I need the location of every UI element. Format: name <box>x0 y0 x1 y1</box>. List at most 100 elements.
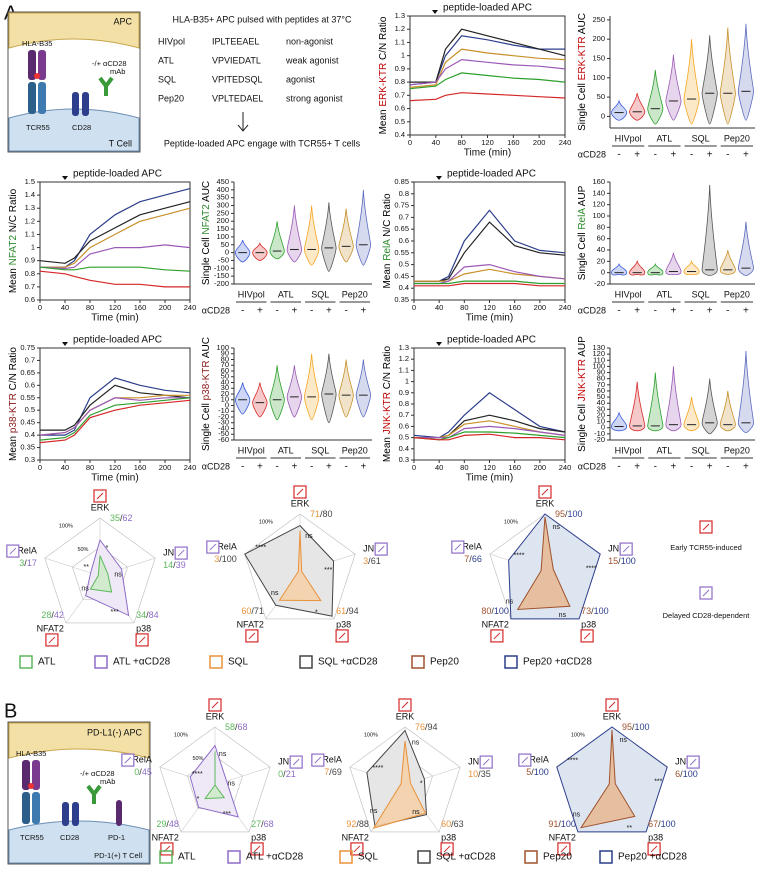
sign-label: - <box>654 306 657 317</box>
icon-glyph <box>702 589 710 597</box>
x-tick-label: 200 <box>534 303 547 312</box>
y-axis-title-part: C/N Ratio <box>8 347 19 394</box>
cell-label: PD-L1(-) APC <box>87 727 143 737</box>
x-axis-title: Time (min) <box>91 313 138 324</box>
icon-glyph <box>96 492 104 500</box>
sign-label: + <box>707 462 713 473</box>
icon-glyph <box>353 845 361 853</box>
y-tick-label: 0.8 <box>395 77 405 86</box>
y-axis-title-part: p38-KTR <box>8 393 19 433</box>
y-axis-title-part: Single Cell <box>577 80 588 131</box>
violin <box>701 35 718 125</box>
y-tick-label: 0.6 <box>399 236 409 245</box>
fraction-label-part: / <box>618 556 621 566</box>
group-label: Pep20 <box>724 445 750 455</box>
fraction-label-part: 100 <box>661 819 676 829</box>
y-tick-label: 1.2 <box>399 354 409 363</box>
axis-label: JNK <box>608 543 625 553</box>
y-tick-label: 80 <box>597 222 605 231</box>
fraction-label: 95/100 <box>622 722 650 732</box>
inner-polygon <box>579 729 636 829</box>
sign-label: - <box>690 306 693 317</box>
fraction-label-part: / <box>451 819 454 829</box>
fraction-label-part: 100 <box>594 606 609 616</box>
group-label: SQL <box>311 289 329 299</box>
sign-label: - <box>654 462 657 473</box>
antibody <box>86 784 102 804</box>
violin <box>234 239 251 263</box>
ring-label: 100% <box>174 733 188 739</box>
y-tick-label: -30 <box>218 418 229 427</box>
tcr <box>32 792 40 824</box>
y-tick-label: 120 <box>592 200 605 209</box>
significance: ns <box>412 809 420 816</box>
x-tick-label: 200 <box>159 303 172 312</box>
fraction-label-part: 7 <box>324 767 329 777</box>
significance: **** <box>586 566 597 573</box>
y-axis-title: Mean ERK-KTR C/N Ratio <box>378 16 389 134</box>
legend-label: SQL <box>228 657 248 668</box>
group-label: Pep20 <box>724 133 750 143</box>
y-tick-label: 250 <box>592 15 605 24</box>
tcr-label: TCR55 <box>20 833 44 842</box>
icon-glyph <box>454 543 462 551</box>
fraction-label: 3/61 <box>363 556 381 566</box>
fraction-label: 60/71 <box>241 606 264 616</box>
x-tick-label: 240 <box>559 303 572 312</box>
fraction-label-part: 100 <box>494 606 509 616</box>
violin <box>719 27 736 125</box>
y-tick-label: 1.5 <box>25 177 35 186</box>
y-axis-title-part: Single Cell <box>577 230 588 281</box>
y-tick-label: 50 <box>597 92 605 101</box>
annotation: peptide-loaded APC <box>73 335 162 346</box>
y-tick-label: 0.85 <box>394 177 409 186</box>
icon-glyph <box>401 701 409 709</box>
ring-label: 100% <box>571 733 585 739</box>
y-tick-label: -20 <box>594 435 605 444</box>
ring-label: 50% <box>192 756 203 762</box>
outer-polygon <box>244 524 335 617</box>
fraction-label-part: 63 <box>454 819 464 829</box>
x-tick-label: 160 <box>134 463 147 472</box>
group-label: HIVpol <box>615 289 642 299</box>
violin <box>338 208 354 263</box>
violin <box>737 351 754 434</box>
violin <box>355 189 372 266</box>
significance: ** <box>627 825 633 832</box>
y-tick-label: 0.45 <box>394 271 409 280</box>
sign-label: - <box>726 150 729 161</box>
legend-swatch <box>599 850 613 864</box>
fraction-label: 3/100 <box>214 554 237 564</box>
y-tick-label: 40 <box>221 377 229 386</box>
treatment-label: αCD28 <box>578 461 606 471</box>
fraction-label-part: 5 <box>526 767 531 777</box>
y-tick-label: 0.55 <box>20 393 35 402</box>
sign-label: + <box>634 462 640 473</box>
inner-polygon <box>204 751 226 800</box>
y-tick-label: -20 <box>218 412 229 421</box>
legend-swatch <box>417 850 431 864</box>
fraction-label-part: / <box>478 769 481 779</box>
x-tick-label: 200 <box>533 138 546 147</box>
table-cell: ATL <box>158 55 174 65</box>
y-axis-title-part: Single Cell <box>201 235 212 286</box>
y-tick-label: 140 <box>592 188 605 197</box>
legend-label: ATL <box>38 657 56 668</box>
tcr <box>22 792 30 824</box>
y-tick-label: 20 <box>597 256 605 265</box>
y-tick-label: 0.5 <box>25 405 35 414</box>
y-tick-label: 0.35 <box>20 443 35 452</box>
icon-glyph <box>211 701 219 709</box>
y-tick-label: 40 <box>597 245 605 254</box>
fraction-label-part: 84 <box>149 610 159 620</box>
y-tick-label: 1.1 <box>395 37 405 46</box>
table-cell: Pep20 <box>158 93 184 103</box>
group-label: SQL <box>311 445 329 455</box>
x-tick-label: 160 <box>507 138 520 147</box>
sign-label: + <box>743 150 749 161</box>
x-tick-label: 0 <box>412 303 416 312</box>
inner-polygon <box>89 555 113 593</box>
fraction-label-part: 42 <box>54 610 64 620</box>
fraction-label: 29/48 <box>156 819 179 829</box>
series-line <box>39 201 191 264</box>
